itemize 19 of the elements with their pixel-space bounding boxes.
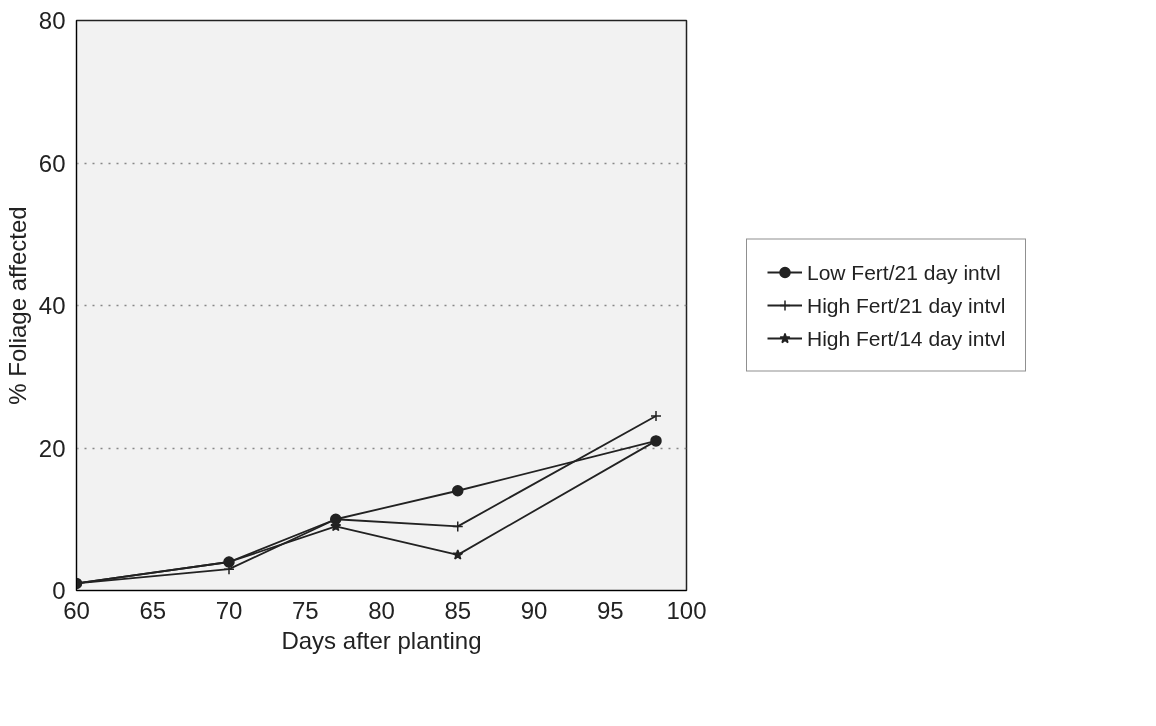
legend-label: High Fert/14 day intvl: [807, 326, 1006, 350]
x-tick-label: 80: [368, 596, 395, 624]
x-tick-label: 90: [520, 596, 548, 624]
legend-label: High Fert/21 day intvl: [807, 293, 1006, 317]
x-tick-label: 70: [215, 596, 243, 624]
y-tick-label: 60: [38, 149, 66, 177]
x-tick-label: 60: [63, 596, 90, 624]
y-tick-label: 80: [38, 7, 66, 34]
y-axis-title: % Foliage affected: [3, 206, 31, 405]
x-tick-label: 65: [139, 596, 167, 624]
y-tick-label: 20: [38, 434, 66, 462]
x-axis-title: Days after planting: [281, 626, 482, 654]
x-tick-label: 100: [666, 596, 707, 624]
x-tick-label: 95: [596, 596, 624, 624]
x-tick-label: 75: [291, 596, 319, 624]
legend-label: Low Fert/21 day intvl: [807, 260, 1001, 284]
x-tick-label: 85: [444, 596, 472, 624]
y-tick-label: 0: [52, 577, 66, 604]
y-tick-label: 40: [38, 292, 66, 319]
